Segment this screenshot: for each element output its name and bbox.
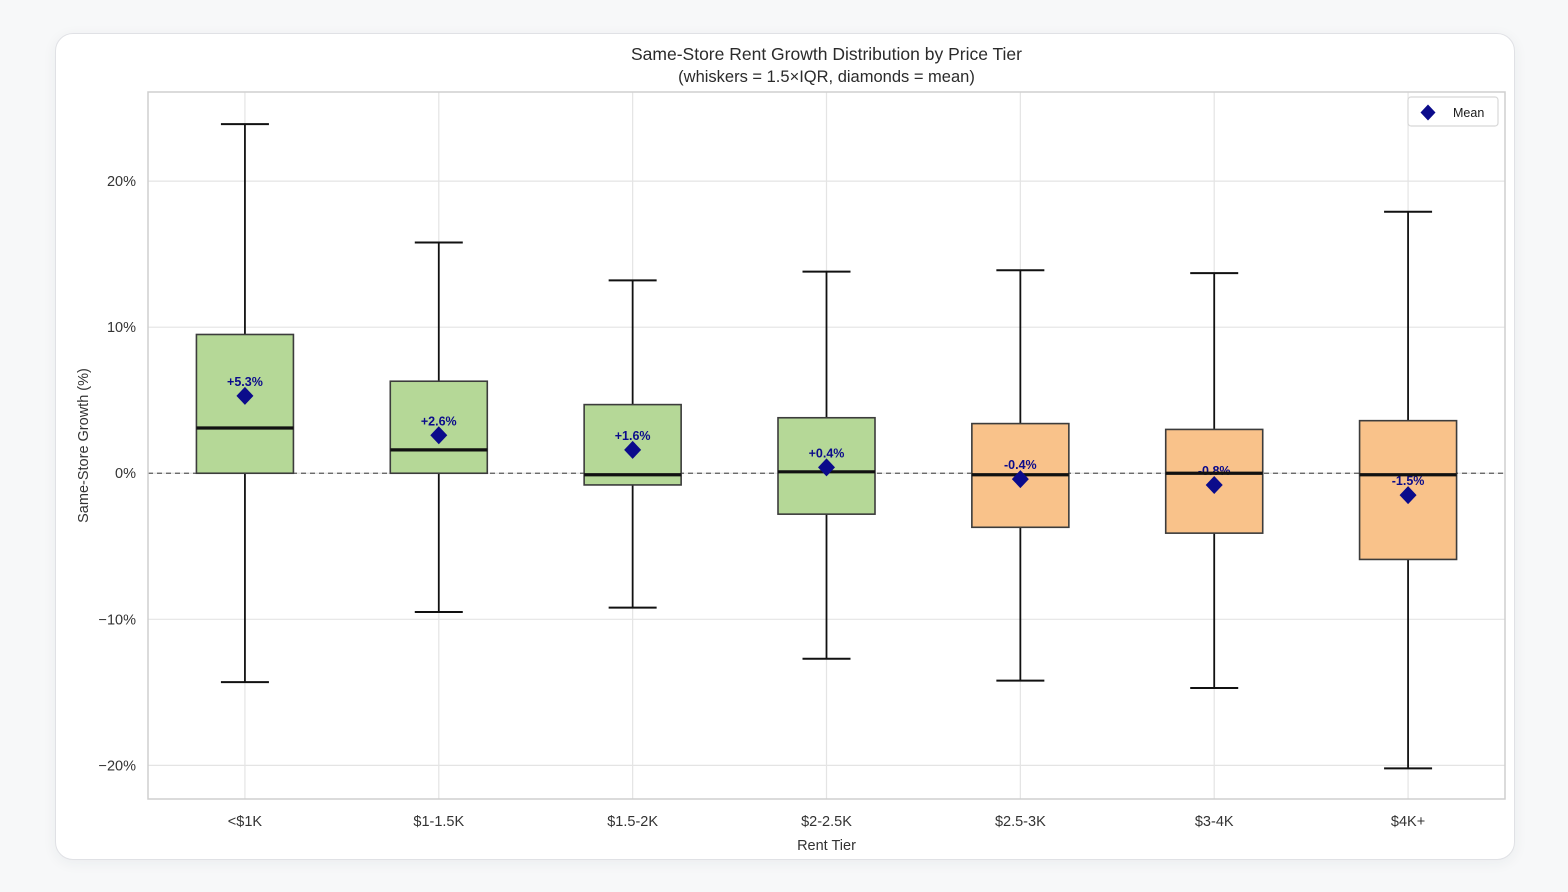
- x-tick-label: $2.5-3K: [995, 814, 1046, 830]
- boxplot-chart-svg: +5.3% <$1K +2.6% $1-1.5K +1.6% $1.5-2K +0.4% $2…: [76, 91, 1506, 854]
- y-tick-label: 0%: [115, 466, 136, 482]
- mean-diamond-icon: [818, 458, 835, 477]
- mean-label: +2.6%: [421, 414, 457, 428]
- legend-mean-diamond-icon: [1420, 104, 1436, 121]
- x-tick-label: $4K+: [1391, 814, 1425, 830]
- mean-diamond-icon: [1205, 475, 1223, 494]
- mean-label: +0.4%: [809, 446, 845, 460]
- chart-header: Same-Store Rent Growth Distribution by P…: [148, 43, 1505, 88]
- chart-subtitle: (whiskers = 1.5×IQR, diamonds = mean): [678, 68, 975, 86]
- legend-box: [1407, 96, 1499, 127]
- legend: Mean: [1407, 96, 1499, 127]
- y-tick-label: 20%: [107, 174, 136, 190]
- mean-diamond-icon: [1399, 486, 1417, 505]
- mean-diamond-icon: [1011, 470, 1029, 489]
- legend-label: Mean: [1453, 106, 1484, 120]
- y-axis-title: Same-Store Growth (%): [76, 368, 92, 523]
- mean-label: -1.5%: [1392, 474, 1425, 488]
- mean-label: -0.4%: [1004, 458, 1037, 472]
- mean-label: +1.6%: [615, 429, 651, 443]
- mean-label: +5.3%: [227, 375, 263, 389]
- y-tick-label: 10%: [107, 320, 136, 336]
- y-tick-label: −10%: [99, 612, 137, 628]
- x-tick-label: $2-2.5K: [801, 814, 852, 830]
- x-tick-label: $1-1.5K: [413, 814, 464, 830]
- mean-label: -0.8%: [1198, 464, 1231, 478]
- chart-title: Same-Store Rent Growth Distribution by P…: [631, 44, 1022, 64]
- chart-card: Same-Store Rent Growth Distribution by P…: [55, 33, 1515, 860]
- y-tick-label: −20%: [99, 758, 137, 774]
- mean-diamond-icon: [236, 386, 254, 405]
- x-axis-title: Rent Tier: [797, 838, 856, 854]
- x-tick-label: $1.5-2K: [607, 814, 658, 830]
- mean-diamond-icon: [624, 440, 642, 459]
- plot-area: +5.3% <$1K +2.6% $1-1.5K +1.6% $1.5-2K +0.4% $2…: [76, 91, 1506, 854]
- mean-diamond-icon: [430, 426, 448, 445]
- x-tick-label: <$1K: [228, 814, 263, 830]
- plot-border: [147, 91, 1506, 800]
- x-tick-label: $3-4K: [1195, 814, 1234, 830]
